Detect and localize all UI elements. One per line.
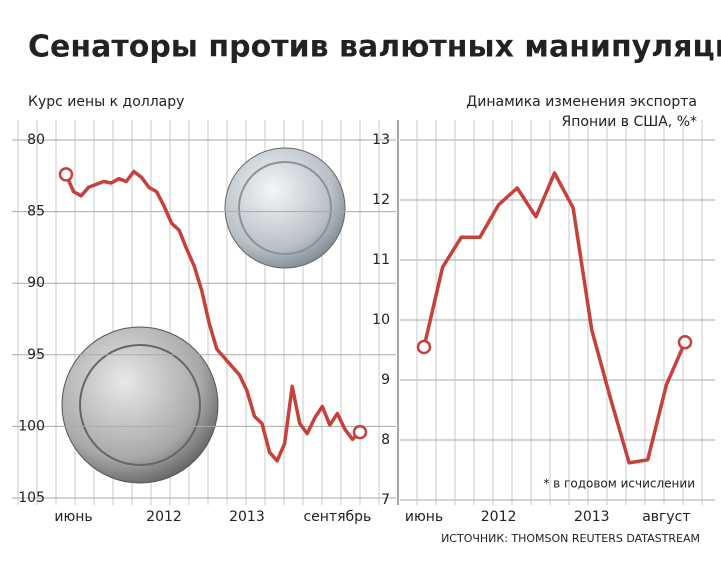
x-tick-label: сентябрь <box>303 509 371 525</box>
y-tick-label: 9 <box>381 372 390 388</box>
chart-title: Японии в США, %* <box>562 114 697 130</box>
yen-coin <box>224 147 346 269</box>
x-tick-label: 2013 <box>229 509 265 525</box>
data-line <box>64 169 362 463</box>
dollar-coin <box>61 326 219 484</box>
end-point <box>677 334 693 350</box>
end-point <box>352 424 368 440</box>
footnote: * в годовом исчислении <box>543 477 695 491</box>
y-tick-label: 90 <box>27 275 45 291</box>
chart-title: Динамика изменения экспорта <box>466 94 697 110</box>
y-tick-label: 7 <box>381 492 390 508</box>
x-tick-label: 2013 <box>574 509 610 525</box>
dollar-coin-rim <box>79 344 201 466</box>
y-tick-label: 100 <box>18 418 45 434</box>
page-title: Сенаторы против валютных манипуляций <box>28 30 721 65</box>
x-tick-label: июнь <box>405 509 443 525</box>
x-tick-label: 2012 <box>146 509 182 525</box>
y-tick-label: 8 <box>381 432 390 448</box>
y-tick-label: 10 <box>372 312 390 328</box>
data-line <box>422 171 687 465</box>
end-point <box>58 167 74 182</box>
chart-title: Курс иены к доллару <box>28 94 184 110</box>
end-point <box>416 339 432 355</box>
y-tick-label: 105 <box>18 490 45 506</box>
x-tick-label: июнь <box>54 509 92 525</box>
y-tick-label: 12 <box>372 192 390 208</box>
yen-coin-rim <box>238 161 332 255</box>
y-tick-label: 13 <box>372 132 390 148</box>
y-tick-label: 80 <box>27 132 45 148</box>
y-tick-label: 11 <box>372 252 390 268</box>
source: ИСТОЧНИК: THOMSON REUTERS DATASTREAM <box>441 532 700 545</box>
y-tick-label: 85 <box>27 204 45 220</box>
x-tick-label: август <box>642 509 690 525</box>
x-tick-label: 2012 <box>481 509 517 525</box>
y-tick-label: 95 <box>27 347 45 363</box>
